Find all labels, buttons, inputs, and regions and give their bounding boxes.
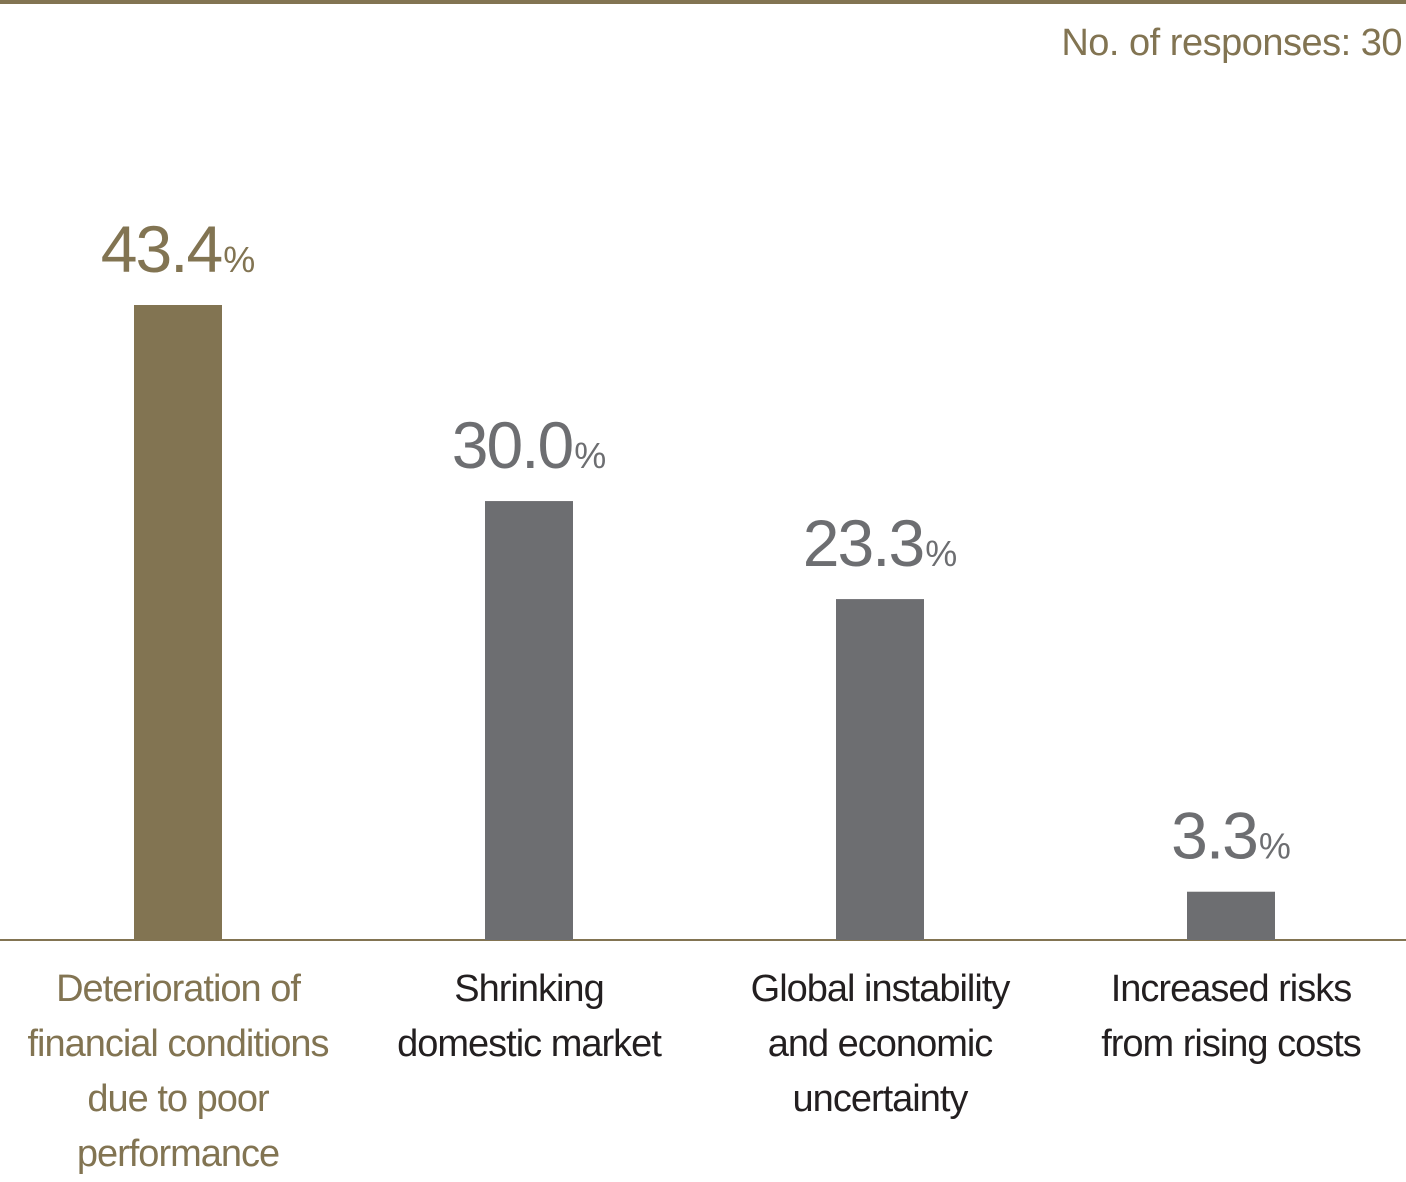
value-label-1: 43.4% bbox=[101, 212, 255, 286]
category-label-line: Global instability bbox=[750, 968, 1011, 1010]
bar-chart: 43.4%30.0%23.3%3.3% bbox=[0, 212, 1406, 941]
category-label-2: Shrinking domestic market bbox=[359, 962, 699, 1072]
bar-4 bbox=[1187, 891, 1275, 940]
category-label-line: performance bbox=[76, 1133, 280, 1175]
category-label-line: from rising costs bbox=[1101, 1023, 1362, 1065]
bar-1 bbox=[134, 305, 222, 940]
value-number: 3.3 bbox=[1171, 799, 1257, 873]
category-label-line: financial conditions bbox=[27, 1023, 329, 1065]
value-unit: % bbox=[1259, 826, 1291, 867]
category-label-line: and economic bbox=[767, 1023, 994, 1065]
category-label-line: uncertainty bbox=[792, 1078, 969, 1120]
value-number: 23.3 bbox=[803, 506, 923, 580]
category-label-4: Increased risks from rising costs bbox=[1061, 962, 1401, 1072]
value-label-4: 3.3% bbox=[1171, 799, 1291, 873]
value-unit: % bbox=[925, 533, 957, 574]
category-label-line: Deterioration of bbox=[56, 968, 301, 1010]
category-label-line: Increased risks bbox=[1110, 968, 1353, 1010]
category-label-line: due to poor bbox=[87, 1078, 269, 1120]
category-label-3: Global instability and economic uncertaint… bbox=[710, 962, 1050, 1127]
value-label-2: 30.0% bbox=[452, 408, 606, 482]
value-unit: % bbox=[223, 239, 255, 280]
value-number: 43.4 bbox=[101, 212, 222, 286]
value-number: 30.0 bbox=[452, 408, 573, 482]
value-unit: % bbox=[574, 435, 606, 476]
responses-note: No. of responses: 30 bbox=[1061, 22, 1402, 64]
category-label-1: Deterioration of financial conditions due … bbox=[8, 962, 348, 1182]
category-label-line: Shrinking bbox=[454, 968, 604, 1010]
category-label-line: domestic market bbox=[397, 1023, 662, 1065]
bar-3 bbox=[836, 599, 924, 940]
bar-2 bbox=[485, 501, 573, 940]
value-label-3: 23.3% bbox=[803, 506, 957, 580]
top-rule bbox=[0, 0, 1406, 4]
